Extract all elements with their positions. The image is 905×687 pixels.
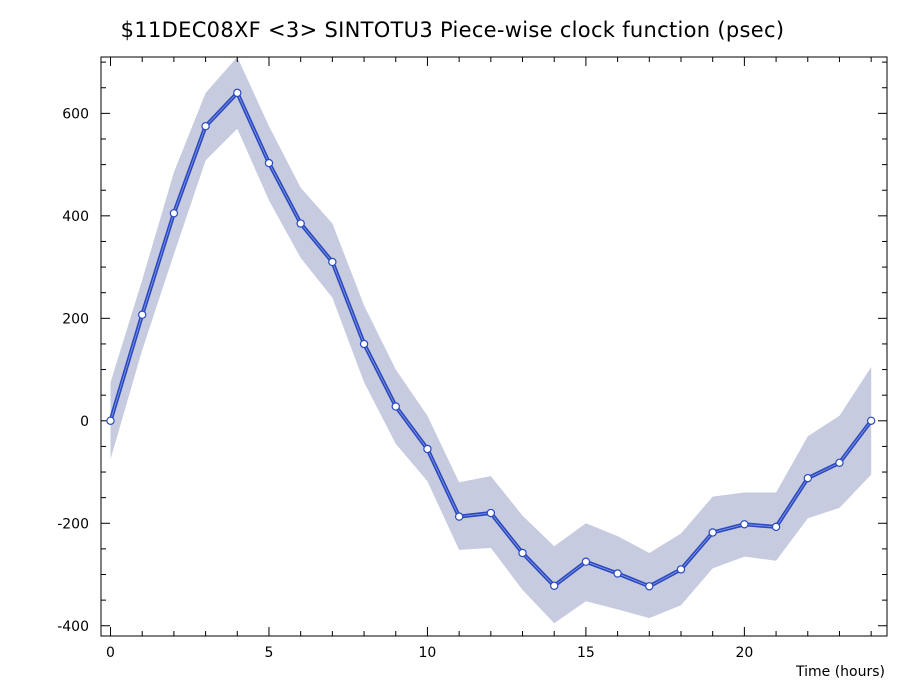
data-point	[233, 88, 242, 98]
x-tick-label: 5	[265, 645, 274, 661]
y-tick-label: 600	[62, 106, 89, 122]
data-point	[518, 548, 527, 558]
x-axis-label: Time (hours)	[796, 664, 885, 680]
data-point	[708, 528, 717, 537]
data-point	[835, 458, 844, 468]
data-point	[423, 444, 432, 454]
data-point	[676, 565, 686, 574]
data-point	[201, 121, 210, 131]
data-point	[866, 416, 876, 425]
data-point	[264, 158, 274, 168]
y-tick-label: -200	[57, 516, 89, 532]
data-point	[581, 557, 591, 566]
y-tick-label: 0	[80, 414, 89, 430]
x-tick-label: 15	[577, 645, 595, 661]
data-point	[106, 416, 115, 425]
y-tick-label: -400	[57, 619, 89, 635]
data-point	[740, 520, 749, 529]
data-point	[486, 508, 496, 518]
y-tick-label: 400	[62, 209, 89, 225]
plot-frame	[100, 56, 888, 637]
data-point	[645, 582, 654, 591]
data-point	[454, 512, 464, 521]
data-point	[613, 569, 622, 578]
chart-title: $11DEC08XF <3> SINTOTU3 Piece-wise clock…	[120, 18, 785, 42]
y-tick-label: 200	[62, 311, 89, 327]
x-tick-label: 10	[419, 645, 437, 661]
x-tick-label: 0	[106, 645, 115, 661]
data-point	[169, 209, 179, 218]
data-point	[803, 473, 812, 483]
data-point	[771, 522, 781, 532]
data-point	[391, 402, 400, 411]
data-point	[359, 339, 369, 349]
data-point	[328, 257, 337, 267]
data-point	[296, 219, 305, 228]
data-point	[550, 581, 559, 590]
data-point	[138, 310, 147, 319]
uncertainty-band	[110, 57, 872, 624]
x-tick-label: 20	[735, 645, 753, 661]
